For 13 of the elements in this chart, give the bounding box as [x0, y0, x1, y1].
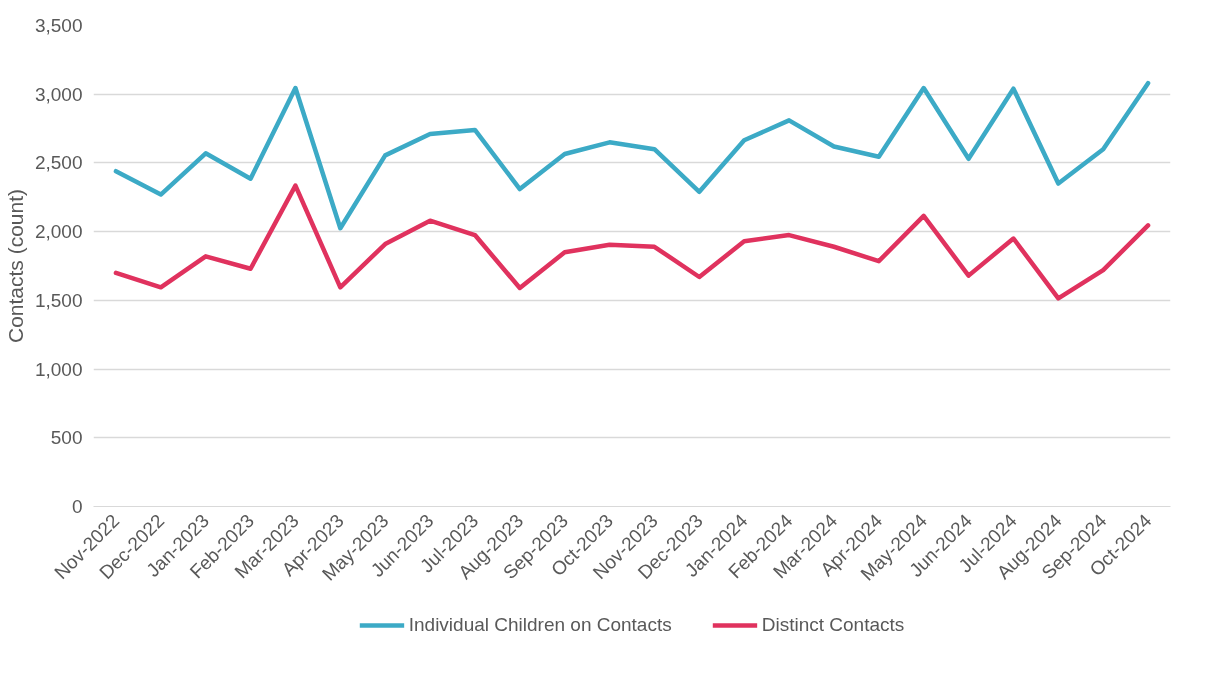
y-axis-title: Contacts (count)	[3, 188, 27, 344]
y-tick-label: 0	[71, 496, 83, 517]
legend-label: Individual Children on Contacts	[408, 614, 672, 636]
y-tick-label: 2,000	[34, 221, 83, 243]
y-tick-label: 2,500	[34, 152, 83, 174]
legend-label: Distinct Contacts	[761, 614, 905, 636]
y-tick-label: 3,000	[34, 83, 83, 105]
y-tick-label: 1,500	[34, 289, 83, 311]
y-tick-label: 3,500	[34, 15, 83, 36]
line-series	[113, 183, 1151, 301]
y-tick-label: 500	[50, 427, 83, 449]
line-series	[113, 80, 1151, 231]
y-tick-label: 1,000	[34, 358, 83, 380]
